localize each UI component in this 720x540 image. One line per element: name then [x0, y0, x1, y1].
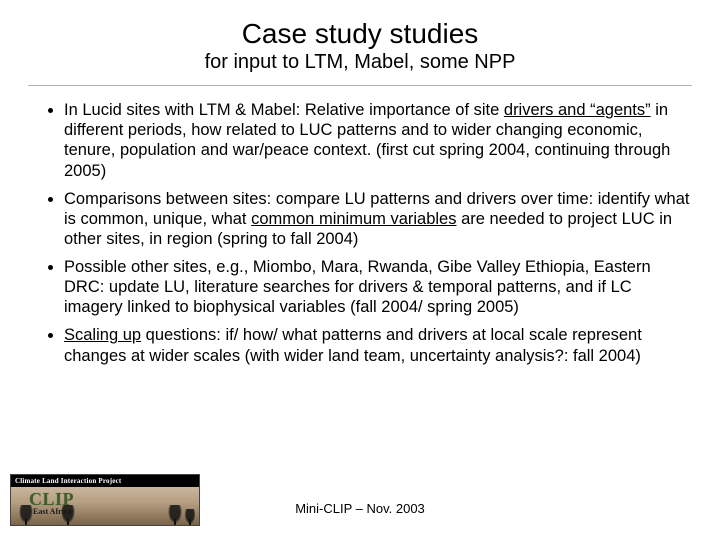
bullet-text: questions: if/ how/ what patterns and dr…: [64, 326, 642, 364]
bullet-underline: Scaling up: [64, 326, 141, 344]
footer: Climate Land Interaction Project CLIP Ea…: [0, 468, 720, 526]
bullet-item: Possible other sites, e.g., Miombo, Mara…: [64, 257, 692, 317]
bullet-underline: drivers and “agents”: [504, 101, 651, 119]
bullet-underline: common minimum variables: [251, 210, 456, 228]
logo-top-text: Climate Land Interaction Project: [11, 475, 199, 487]
slide: Case study studies for input to LTM, Mab…: [0, 0, 720, 540]
divider: [28, 85, 692, 86]
bullet-item: Comparisons between sites: compare LU pa…: [64, 189, 692, 249]
bullet-list: In Lucid sites with LTM & Mabel: Relativ…: [28, 100, 692, 366]
title-block: Case study studies for input to LTM, Mab…: [28, 18, 692, 75]
footer-text: Mini-CLIP – Nov. 2003: [0, 501, 720, 516]
bullet-item: In Lucid sites with LTM & Mabel: Relativ…: [64, 100, 692, 181]
bullet-text: Possible other sites, e.g., Miombo, Mara…: [64, 258, 651, 316]
logo-image: Climate Land Interaction Project CLIP Ea…: [10, 474, 200, 526]
bullet-item: Scaling up questions: if/ how/ what patt…: [64, 325, 692, 365]
bullet-text: In Lucid sites with LTM & Mabel: Relativ…: [64, 101, 504, 119]
slide-subtitle: for input to LTM, Mabel, some NPP: [28, 50, 692, 75]
body-content: In Lucid sites with LTM & Mabel: Relativ…: [28, 100, 692, 366]
slide-title: Case study studies: [28, 18, 692, 50]
